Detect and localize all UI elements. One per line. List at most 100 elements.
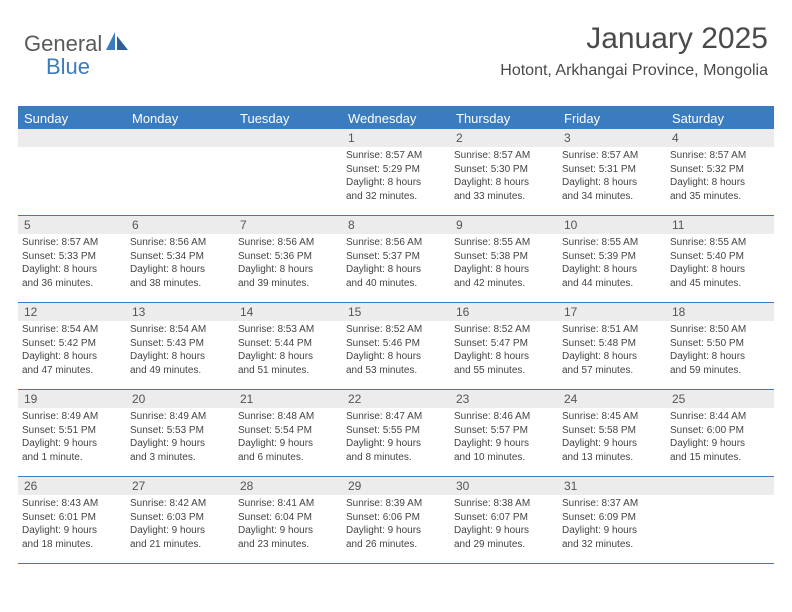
day-info-line: Sunset: 6:06 PM: [346, 511, 446, 525]
day-info-line: Daylight: 8 hours: [238, 263, 338, 277]
day-info-line: and 13 minutes.: [562, 451, 662, 465]
calendar-day-cell: 21Sunrise: 8:48 AMSunset: 5:54 PMDayligh…: [234, 390, 342, 476]
calendar-day-cell: 28Sunrise: 8:41 AMSunset: 6:04 PMDayligh…: [234, 477, 342, 563]
day-info-line: Sunrise: 8:57 AM: [454, 149, 554, 163]
calendar: SundayMondayTuesdayWednesdayThursdayFrid…: [18, 106, 774, 564]
day-info-line: Sunset: 6:04 PM: [238, 511, 338, 525]
day-info-line: Sunset: 5:38 PM: [454, 250, 554, 264]
day-number: 27: [126, 477, 234, 495]
calendar-day-cell: 5Sunrise: 8:57 AMSunset: 5:33 PMDaylight…: [18, 216, 126, 302]
calendar-day-cell: 23Sunrise: 8:46 AMSunset: 5:57 PMDayligh…: [450, 390, 558, 476]
day-info-line: Daylight: 8 hours: [346, 350, 446, 364]
calendar-header-cell: Saturday: [666, 108, 774, 129]
day-info-line: Daylight: 8 hours: [454, 350, 554, 364]
day-info-line: Sunset: 5:30 PM: [454, 163, 554, 177]
day-number: 25: [666, 390, 774, 408]
day-number: [126, 129, 234, 147]
calendar-day-cell: 16Sunrise: 8:52 AMSunset: 5:47 PMDayligh…: [450, 303, 558, 389]
day-info-line: Sunrise: 8:57 AM: [562, 149, 662, 163]
day-info-line: Sunrise: 8:56 AM: [346, 236, 446, 250]
day-info-line: Sunset: 5:36 PM: [238, 250, 338, 264]
day-info-line: Daylight: 8 hours: [22, 350, 122, 364]
day-info-line: Sunrise: 8:38 AM: [454, 497, 554, 511]
day-number: 31: [558, 477, 666, 495]
calendar-week-row: 12Sunrise: 8:54 AMSunset: 5:42 PMDayligh…: [18, 303, 774, 390]
day-info-line: Sunset: 5:32 PM: [670, 163, 770, 177]
day-info-line: Sunrise: 8:56 AM: [130, 236, 230, 250]
day-info-line: Sunset: 5:53 PM: [130, 424, 230, 438]
calendar-header-cell: Friday: [558, 108, 666, 129]
day-info-line: and 47 minutes.: [22, 364, 122, 378]
calendar-header-cell: Thursday: [450, 108, 558, 129]
day-number: 4: [666, 129, 774, 147]
calendar-day-cell: 20Sunrise: 8:49 AMSunset: 5:53 PMDayligh…: [126, 390, 234, 476]
calendar-day-cell: 31Sunrise: 8:37 AMSunset: 6:09 PMDayligh…: [558, 477, 666, 563]
day-number: 1: [342, 129, 450, 147]
day-info-line: Sunrise: 8:47 AM: [346, 410, 446, 424]
day-info-line: Sunrise: 8:56 AM: [238, 236, 338, 250]
page-subtitle: Hotont, Arkhangai Province, Mongolia: [500, 62, 768, 80]
day-info-line: Sunset: 5:55 PM: [346, 424, 446, 438]
calendar-day-cell: 29Sunrise: 8:39 AMSunset: 6:06 PMDayligh…: [342, 477, 450, 563]
day-info-line: Sunrise: 8:44 AM: [670, 410, 770, 424]
day-info-line: and 55 minutes.: [454, 364, 554, 378]
calendar-day-cell: 24Sunrise: 8:45 AMSunset: 5:58 PMDayligh…: [558, 390, 666, 476]
day-info-line: and 26 minutes.: [346, 538, 446, 552]
day-info-line: Sunrise: 8:55 AM: [454, 236, 554, 250]
day-info-line: Sunset: 6:00 PM: [670, 424, 770, 438]
day-info-line: Sunrise: 8:50 AM: [670, 323, 770, 337]
day-info-line: and 59 minutes.: [670, 364, 770, 378]
day-info-line: Daylight: 8 hours: [22, 263, 122, 277]
day-info-line: Daylight: 9 hours: [670, 437, 770, 451]
day-info-line: Sunset: 5:39 PM: [562, 250, 662, 264]
day-info-line: Sunrise: 8:57 AM: [670, 149, 770, 163]
day-info-line: Daylight: 8 hours: [346, 263, 446, 277]
day-number: 12: [18, 303, 126, 321]
day-info-line: Sunset: 5:50 PM: [670, 337, 770, 351]
day-info-line: Sunrise: 8:45 AM: [562, 410, 662, 424]
day-number: 15: [342, 303, 450, 321]
day-info-line: and 29 minutes.: [454, 538, 554, 552]
day-info-line: and 15 minutes.: [670, 451, 770, 465]
day-number: 16: [450, 303, 558, 321]
day-info-line: and 10 minutes.: [454, 451, 554, 465]
day-number: 22: [342, 390, 450, 408]
day-number: 13: [126, 303, 234, 321]
day-info-line: Daylight: 9 hours: [346, 524, 446, 538]
day-info-line: and 35 minutes.: [670, 190, 770, 204]
day-info-line: Sunrise: 8:54 AM: [130, 323, 230, 337]
calendar-day-cell: [126, 129, 234, 215]
day-info-line: and 42 minutes.: [454, 277, 554, 291]
calendar-day-cell: 6Sunrise: 8:56 AMSunset: 5:34 PMDaylight…: [126, 216, 234, 302]
calendar-day-cell: 11Sunrise: 8:55 AMSunset: 5:40 PMDayligh…: [666, 216, 774, 302]
calendar-header-cell: Tuesday: [234, 108, 342, 129]
day-info-line: Sunset: 5:47 PM: [454, 337, 554, 351]
day-info-line: Daylight: 8 hours: [562, 263, 662, 277]
day-info-line: Sunrise: 8:42 AM: [130, 497, 230, 511]
day-info-line: Daylight: 9 hours: [130, 437, 230, 451]
day-number: 23: [450, 390, 558, 408]
day-info-line: Sunset: 6:03 PM: [130, 511, 230, 525]
day-info-line: and 1 minute.: [22, 451, 122, 465]
day-info-line: Sunset: 5:57 PM: [454, 424, 554, 438]
day-info-line: and 3 minutes.: [130, 451, 230, 465]
logo-text-blue: Blue: [46, 54, 90, 79]
calendar-header-cell: Sunday: [18, 108, 126, 129]
day-info-line: Daylight: 8 hours: [346, 176, 446, 190]
day-info-line: and 45 minutes.: [670, 277, 770, 291]
calendar-header-cell: Wednesday: [342, 108, 450, 129]
calendar-day-cell: 27Sunrise: 8:42 AMSunset: 6:03 PMDayligh…: [126, 477, 234, 563]
day-info-line: Sunrise: 8:48 AM: [238, 410, 338, 424]
calendar-day-cell: 26Sunrise: 8:43 AMSunset: 6:01 PMDayligh…: [18, 477, 126, 563]
day-info-line: Daylight: 8 hours: [670, 263, 770, 277]
day-number: 3: [558, 129, 666, 147]
day-info-line: Daylight: 8 hours: [238, 350, 338, 364]
day-number: 20: [126, 390, 234, 408]
day-number: 7: [234, 216, 342, 234]
day-info-line: Daylight: 8 hours: [130, 263, 230, 277]
calendar-day-cell: [18, 129, 126, 215]
day-info-line: Daylight: 9 hours: [238, 524, 338, 538]
day-number: 24: [558, 390, 666, 408]
day-info-line: Sunset: 5:37 PM: [346, 250, 446, 264]
day-info-line: and 6 minutes.: [238, 451, 338, 465]
